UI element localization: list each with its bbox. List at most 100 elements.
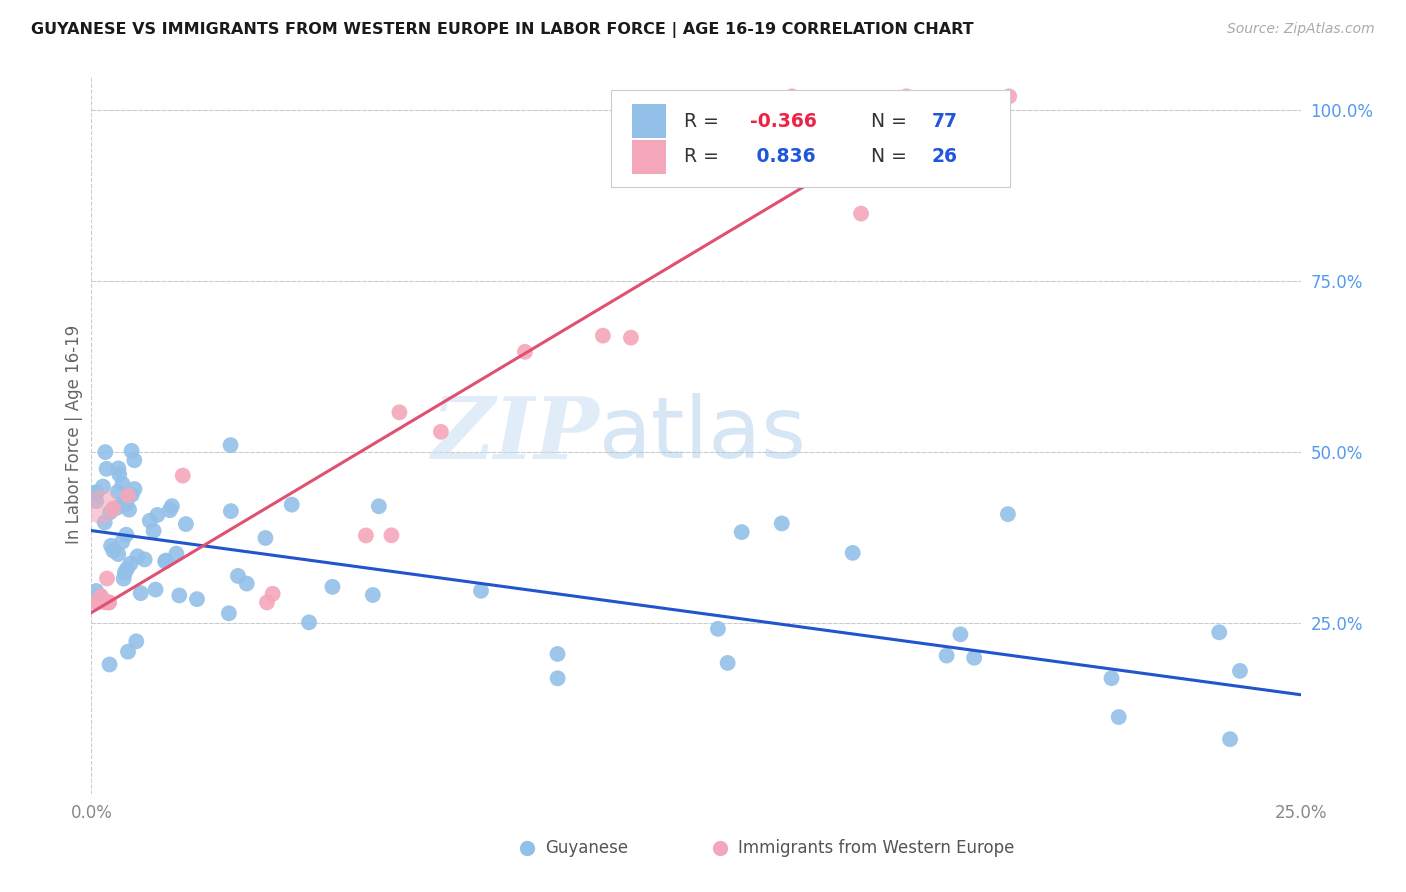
- Point: [219, 504, 242, 518]
- Point: [235, 576, 257, 591]
- Point: [770, 516, 793, 531]
- Point: [107, 547, 129, 561]
- Point: [219, 438, 242, 452]
- Text: 0.836: 0.836: [751, 147, 815, 167]
- Point: [129, 586, 152, 600]
- Point: [86, 595, 108, 609]
- Point: [814, 129, 837, 144]
- Text: R =: R =: [683, 147, 724, 167]
- Point: [125, 634, 148, 648]
- Point: [1229, 664, 1251, 678]
- Point: [160, 499, 183, 513]
- Point: [93, 516, 115, 530]
- Point: [780, 89, 803, 103]
- Point: [111, 476, 134, 491]
- Point: [717, 656, 740, 670]
- Point: [186, 592, 208, 607]
- Point: [280, 498, 302, 512]
- Point: [107, 484, 129, 499]
- Point: [367, 500, 389, 514]
- Point: [896, 89, 918, 103]
- Point: [91, 479, 114, 493]
- Point: [98, 595, 121, 609]
- Text: N =: N =: [872, 147, 912, 167]
- Point: [108, 467, 131, 482]
- Point: [120, 557, 142, 571]
- Point: [142, 524, 165, 538]
- Point: [354, 528, 377, 542]
- Text: atlas: atlas: [599, 393, 807, 476]
- Point: [963, 650, 986, 665]
- Point: [145, 582, 167, 597]
- Point: [849, 206, 872, 220]
- Point: [547, 647, 569, 661]
- Text: 26: 26: [932, 147, 957, 167]
- Point: [112, 496, 135, 510]
- Point: [103, 543, 125, 558]
- Point: [620, 331, 643, 345]
- Point: [89, 589, 111, 603]
- Point: [97, 595, 120, 609]
- FancyBboxPatch shape: [612, 90, 1011, 187]
- Point: [84, 486, 107, 500]
- Point: [105, 500, 128, 515]
- Text: N =: N =: [872, 112, 912, 130]
- Point: [380, 528, 402, 542]
- Point: [115, 497, 138, 511]
- Point: [96, 462, 118, 476]
- Point: [94, 445, 117, 459]
- Point: [96, 572, 118, 586]
- Point: [159, 503, 181, 517]
- Text: Source: ZipAtlas.com: Source: ZipAtlas.com: [1227, 22, 1375, 37]
- Text: Guyanese: Guyanese: [544, 838, 628, 856]
- Point: [254, 531, 277, 545]
- Text: GUYANESE VS IMMIGRANTS FROM WESTERN EUROPE IN LABOR FORCE | AGE 16-19 CORRELATIO: GUYANESE VS IMMIGRANTS FROM WESTERN EURO…: [31, 22, 973, 38]
- Text: Immigrants from Western Europe: Immigrants from Western Europe: [738, 838, 1015, 856]
- Point: [84, 595, 107, 609]
- Text: R =: R =: [683, 112, 724, 130]
- Point: [90, 500, 112, 514]
- Point: [121, 488, 143, 502]
- Point: [430, 425, 453, 439]
- Point: [124, 482, 146, 496]
- Point: [98, 505, 121, 519]
- Point: [1208, 625, 1230, 640]
- Point: [935, 648, 957, 663]
- Point: [226, 569, 249, 583]
- Point: [84, 485, 107, 500]
- Point: [127, 549, 149, 564]
- Point: [101, 501, 124, 516]
- Point: [153, 554, 176, 568]
- Point: [90, 589, 112, 603]
- Point: [1101, 671, 1123, 685]
- Point: [117, 488, 139, 502]
- Point: [172, 468, 194, 483]
- Point: [956, 98, 979, 112]
- Point: [513, 344, 536, 359]
- Bar: [631, 140, 666, 174]
- Point: [174, 517, 197, 532]
- Point: [165, 547, 187, 561]
- Point: [98, 657, 121, 672]
- Point: [118, 502, 141, 516]
- Point: [361, 588, 384, 602]
- Point: [117, 645, 139, 659]
- Point: [256, 595, 278, 609]
- Point: [707, 622, 730, 636]
- Point: [115, 527, 138, 541]
- Point: [470, 583, 492, 598]
- Y-axis label: In Labor Force | Age 16-19: In Labor Force | Age 16-19: [65, 326, 83, 544]
- Point: [107, 461, 129, 475]
- Point: [139, 514, 162, 528]
- Point: [1219, 732, 1241, 747]
- Point: [997, 507, 1019, 521]
- Point: [998, 89, 1021, 103]
- Point: [262, 587, 284, 601]
- Point: [115, 562, 138, 576]
- Point: [388, 405, 411, 419]
- Point: [84, 583, 107, 598]
- Point: [547, 671, 569, 685]
- Point: [841, 546, 863, 560]
- Point: [298, 615, 321, 630]
- Point: [731, 525, 754, 540]
